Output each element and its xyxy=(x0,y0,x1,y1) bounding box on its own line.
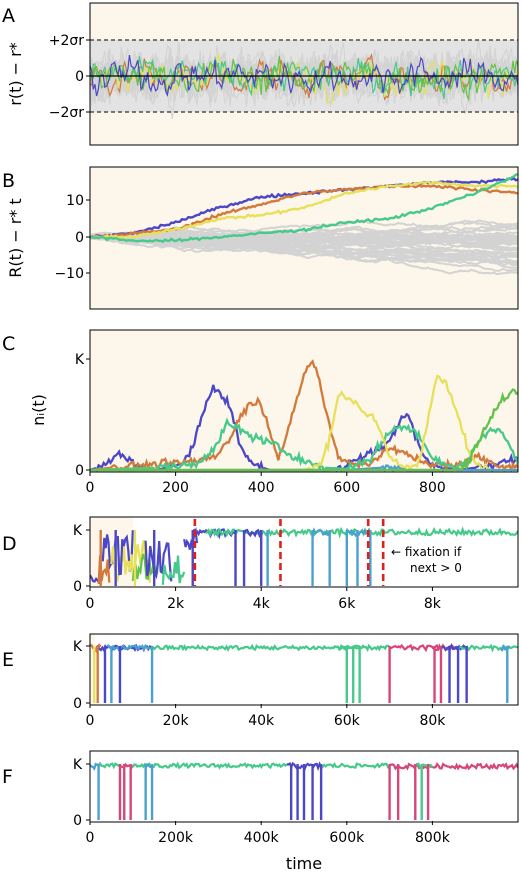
panel-e-plot-area xyxy=(90,643,518,703)
panel-e-xticks: 0 20k 40k 60k 80k xyxy=(86,704,446,729)
panel-e-beige-region xyxy=(90,634,95,705)
panel-a-ytick-label-zero: 0 xyxy=(75,69,84,85)
panel-f-segment-6 xyxy=(320,762,391,770)
panel-e-ytick-label-0: 0 xyxy=(73,696,82,712)
panel-a-plot-area xyxy=(90,39,518,119)
panel-e-segment-2 xyxy=(106,643,151,653)
panel-b: 10 0 −10 R(t) − r* t xyxy=(6,166,519,310)
panel-a-ylabel: r(t) − r* xyxy=(6,42,25,106)
panel-e-ytick-label-k: K xyxy=(73,639,83,655)
panel-e-background xyxy=(90,634,518,705)
panel-f-segment-1 xyxy=(97,761,121,770)
panel-d-segment-14 xyxy=(311,527,331,537)
panel-f-segment-0 xyxy=(90,762,100,771)
panel-b-series-2 xyxy=(90,180,518,240)
panel-d-frame xyxy=(89,516,519,588)
panel-c-frame xyxy=(89,329,519,473)
panel-c-xtick-label: 800 xyxy=(419,480,446,496)
panel-f-xtick-label: 600k xyxy=(329,830,365,846)
panel-a-colored-series xyxy=(90,55,518,102)
panel-d-xtick-label: 2k xyxy=(167,596,185,612)
panel-c-ytick-label-0: 0 xyxy=(75,463,84,479)
panel-b-gray-series xyxy=(90,219,518,247)
panel-a-frame xyxy=(89,2,519,146)
panel-b-ytick-label-0: 0 xyxy=(75,230,84,246)
panel-c-xtick-label: 0 xyxy=(86,480,95,496)
panel-letter-a: A xyxy=(2,5,15,27)
panel-b-ylabel: R(t) − r* t xyxy=(6,198,25,277)
panel-b-frame xyxy=(89,166,519,310)
panel-d-xticks: 0 2k 4k 6k 8k xyxy=(86,587,442,612)
panel-d: K 0 ← fixation if next > 0 0 2k 4k 6k 8k xyxy=(73,516,519,612)
panel-c-series-1 xyxy=(90,359,518,472)
panel-d-xtick-label: 4k xyxy=(253,596,271,612)
panel-f-xtick-label: 0 xyxy=(86,830,95,846)
panel-letter-d: D xyxy=(2,533,17,555)
panel-f-ytick-label-k: K xyxy=(73,757,83,773)
panel-a-ytick-label-lower: −2σr xyxy=(49,105,85,121)
panel-c-ylabel: nᵢ(t) xyxy=(29,394,48,426)
panel-c-series-2 xyxy=(90,417,518,472)
panel-d-xtick-label: 8k xyxy=(424,596,442,612)
panel-d-annotation-box xyxy=(388,542,508,576)
panel-b-ytick-label-minus10: −10 xyxy=(54,266,84,282)
panel-c-series-5 xyxy=(90,388,518,472)
panel-c-plot-area xyxy=(90,359,518,472)
panel-d-ytick-label-k: K xyxy=(73,523,83,539)
panel-a-colored-series xyxy=(90,55,518,97)
panel-f: K 0 0 200k 400k 600k 800k time xyxy=(73,750,519,873)
panel-e-segment-3 xyxy=(149,643,348,652)
panel-e: K 0 0 20k 40k 60k 80k xyxy=(73,633,519,729)
panel-d-annotation-line2: next > 0 xyxy=(410,561,462,575)
panel-c-xticks: 0 200 400 600 800 xyxy=(86,472,446,496)
panel-b-gray-series xyxy=(90,234,518,246)
panel-e-xtick-label: 80k xyxy=(419,713,446,729)
panel-d-segment-16 xyxy=(367,526,518,538)
panel-d-segment-12 xyxy=(243,528,263,539)
panel-e-xtick-label: 60k xyxy=(334,713,361,729)
panel-d-xtick-label: 6k xyxy=(338,596,356,612)
panel-f-segment-9 xyxy=(414,762,434,769)
panel-e-frame xyxy=(89,633,519,706)
panel-f-xtick-label: 800k xyxy=(415,830,451,846)
panel-d-segment-7 xyxy=(144,540,173,582)
panel-c-background xyxy=(90,330,518,472)
panel-f-segment-3 xyxy=(131,761,288,770)
panel-f-xtick-label: 400k xyxy=(244,830,280,846)
panel-letter-f: F xyxy=(2,766,13,788)
panel-f-plot-area xyxy=(90,761,518,820)
panel-d-ytick-label-0: 0 xyxy=(73,579,82,595)
panel-d-annotation-line1: ← fixation if xyxy=(391,545,462,559)
panel-a: +2σr 0 −2σr r(t) − r* xyxy=(6,2,519,146)
panel-f-xtick-label: 200k xyxy=(158,830,194,846)
panel-b-ytick-label-10: 10 xyxy=(66,193,84,209)
panel-letter-c: C xyxy=(2,333,15,355)
x-axis-title-time: time xyxy=(286,854,322,873)
panel-d-plot-area xyxy=(90,519,518,586)
panel-e-segment-6 xyxy=(389,643,442,653)
panel-d-segment-8 xyxy=(161,555,186,585)
panel-a-ytick-label-upper: +2σr xyxy=(49,33,85,49)
panel-b-gray-series xyxy=(90,233,518,264)
panel-f-segment-8 xyxy=(427,762,518,771)
panel-c-ytick-label-k: K xyxy=(75,352,85,368)
panel-letter-e: E xyxy=(2,649,14,671)
panel-c-xtick-label: 400 xyxy=(248,480,275,496)
panel-f-ytick-label-0: 0 xyxy=(73,813,82,829)
panel-d-xtick-label: 0 xyxy=(86,596,95,612)
panel-b-plot-area xyxy=(90,173,518,276)
panel-e-xtick-label: 20k xyxy=(163,713,190,729)
panel-f-frame xyxy=(89,750,519,823)
panel-c: K 0 nᵢ(t) 0 200 400 600 800 xyxy=(29,329,519,496)
panel-e-xtick-label: 40k xyxy=(248,713,275,729)
panel-b-series-3 xyxy=(90,173,518,244)
panel-c-xtick-label: 200 xyxy=(162,480,189,496)
panel-c-xtick-label: 600 xyxy=(333,480,360,496)
panel-letter-b: B xyxy=(2,170,15,192)
panel-f-xticks: 0 200k 400k 600k 800k xyxy=(86,821,451,846)
panel-e-xtick-label: 0 xyxy=(86,713,95,729)
